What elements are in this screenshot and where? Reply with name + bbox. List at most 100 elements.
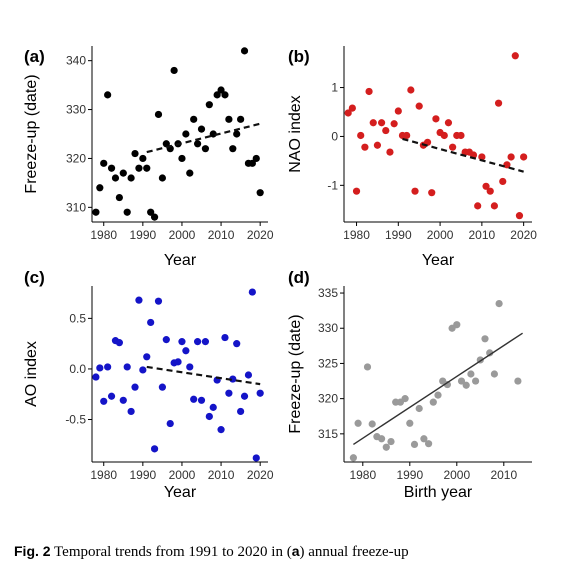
x-tick-label: 2020: [247, 468, 274, 482]
data-point: [92, 208, 100, 216]
data-point: [147, 318, 155, 327]
data-point: [197, 396, 206, 404]
data-point: [415, 102, 423, 110]
data-point: [499, 177, 507, 186]
data-point: [368, 420, 376, 428]
data-point: [182, 347, 190, 355]
x-tick-label: 2010: [490, 468, 517, 482]
trend-line: [353, 332, 523, 445]
data-point: [221, 333, 229, 342]
data-point: [352, 187, 361, 195]
x-tick-label: 1980: [349, 468, 376, 482]
caption-text-1: Temporal trends from 1991 to 2020 in (: [50, 544, 292, 560]
data-point: [194, 338, 202, 346]
data-point: [233, 130, 241, 138]
data-point: [237, 115, 245, 123]
data-point: [107, 164, 116, 172]
data-point: [390, 120, 398, 128]
data-point: [240, 392, 249, 400]
y-tick-label: 325: [318, 356, 338, 370]
y-tick-label: 320: [318, 392, 338, 406]
data-point: [166, 419, 174, 428]
y-tick-label: 340: [66, 54, 86, 68]
y-tick-label: -0.5: [65, 413, 86, 427]
data-point: [420, 435, 428, 443]
data-point: [411, 187, 419, 195]
data-point: [127, 174, 135, 182]
x-tick-label: 2020: [510, 228, 537, 242]
data-point: [410, 440, 419, 448]
figure-caption: Fig. 2 Temporal trends from 1991 to 2020…: [14, 543, 554, 561]
y-tick-label: 0.5: [69, 311, 86, 325]
y-tick-label: 330: [66, 103, 86, 117]
data-point: [131, 383, 139, 391]
data-point: [190, 115, 198, 123]
data-point: [135, 164, 143, 172]
data-point: [378, 119, 386, 127]
panel-d: 1980 1990 2000 2010 315 320 325 330 335 Birth yea…: [287, 268, 532, 501]
x-tick-label: 2020: [247, 228, 274, 242]
data-point: [123, 208, 131, 216]
data-point: [123, 363, 131, 371]
data-point: [135, 296, 143, 304]
data-point: [100, 397, 108, 405]
y-tick-label: 335: [318, 286, 338, 300]
y-tick-label: 315: [318, 427, 338, 441]
x-tick-label: 1980: [343, 228, 370, 242]
data-point: [401, 395, 409, 403]
data-point: [205, 101, 213, 109]
data-point: [205, 412, 213, 421]
x-tick-label: 2000: [443, 468, 470, 482]
x-axis-label: Year: [164, 252, 197, 269]
data-point: [92, 373, 100, 381]
panel-label: (a): [24, 47, 45, 66]
panel-label: (c): [24, 268, 45, 287]
data-point: [111, 174, 120, 182]
data-point: [354, 419, 362, 427]
data-point: [225, 389, 233, 397]
data-point: [178, 154, 186, 163]
data-point: [361, 143, 369, 151]
x-tick-label: 2000: [427, 228, 454, 242]
panel-label: (b): [288, 47, 310, 66]
data-point: [158, 383, 166, 391]
data-point: [100, 159, 108, 167]
data-point: [490, 202, 498, 210]
data-point: [363, 363, 372, 371]
data-point: [115, 339, 123, 347]
data-point: [394, 107, 402, 115]
data-point: [369, 119, 377, 127]
data-point: [440, 131, 448, 140]
y-tick-label: 0: [331, 129, 338, 143]
data-point: [457, 131, 465, 140]
panel-label: (d): [288, 268, 310, 287]
x-tick-label: 2010: [469, 228, 496, 242]
data-point: [373, 141, 382, 149]
data-point: [407, 86, 415, 94]
data-point: [486, 349, 494, 357]
x-tick-label: 1990: [129, 228, 156, 242]
data-point: [503, 161, 511, 169]
data-point: [252, 154, 260, 163]
data-point: [96, 184, 104, 192]
data-point: [139, 154, 147, 163]
data-point: [386, 148, 394, 156]
data-point: [170, 66, 178, 75]
data-point: [96, 364, 104, 372]
y-tick-label: 310: [66, 200, 86, 214]
data-point: [511, 52, 519, 60]
panel-b: 1980 1990 2000 2010 2020 -1 0 1 Year NAO index (b): [287, 46, 537, 269]
data-point: [415, 404, 423, 413]
x-tick-label: 2000: [169, 228, 196, 242]
y-axis-label: Freeze-up (date): [23, 74, 40, 193]
data-point: [119, 169, 127, 177]
data-point: [162, 336, 170, 344]
data-point: [482, 182, 490, 190]
data-point: [457, 377, 466, 385]
data-point: [178, 338, 186, 346]
trend-line: [402, 137, 524, 173]
data-point: [472, 377, 480, 385]
data-point: [429, 398, 437, 406]
data-point: [217, 426, 225, 434]
